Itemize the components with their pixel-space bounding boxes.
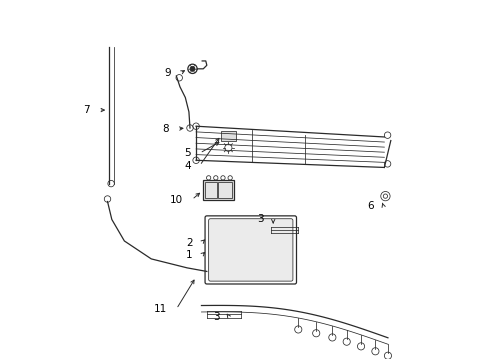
FancyBboxPatch shape bbox=[204, 216, 296, 284]
Text: 10: 10 bbox=[169, 195, 183, 205]
Text: 11: 11 bbox=[154, 304, 167, 314]
Bar bbox=[221, 131, 235, 140]
Text: 6: 6 bbox=[367, 201, 373, 211]
Text: 7: 7 bbox=[83, 105, 89, 115]
Bar bbox=[218, 182, 231, 198]
Bar bbox=[204, 182, 217, 198]
Text: 5: 5 bbox=[183, 148, 190, 158]
Text: 4: 4 bbox=[183, 161, 190, 171]
Text: 8: 8 bbox=[162, 124, 168, 134]
FancyBboxPatch shape bbox=[208, 219, 292, 281]
Bar bbox=[203, 180, 233, 200]
Text: 1: 1 bbox=[185, 250, 192, 260]
Text: 9: 9 bbox=[164, 68, 171, 78]
Text: 2: 2 bbox=[185, 238, 192, 248]
Text: 3: 3 bbox=[213, 312, 220, 322]
Circle shape bbox=[190, 66, 195, 71]
Text: 3: 3 bbox=[257, 215, 264, 224]
